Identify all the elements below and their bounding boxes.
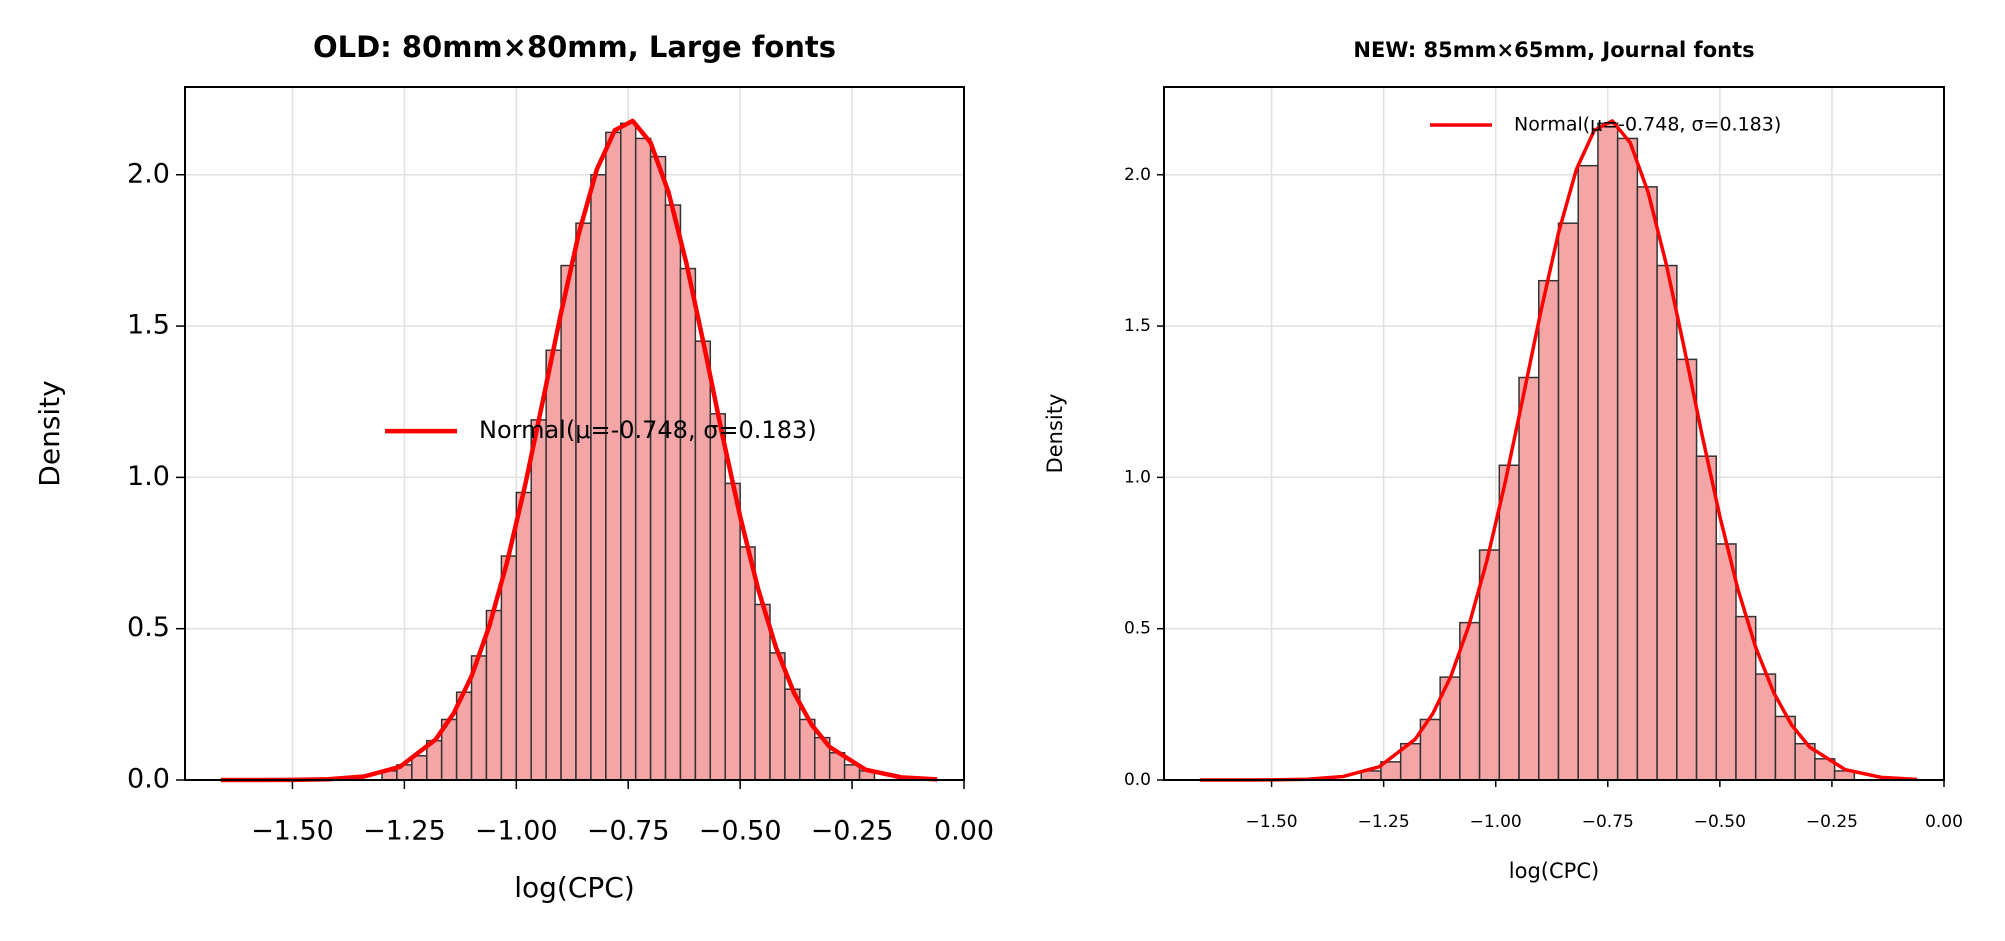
chart-title: OLD: 80mm×80mm, Large fonts xyxy=(313,30,836,64)
bar xyxy=(575,222,592,781)
bar xyxy=(739,546,756,781)
bar xyxy=(411,755,428,781)
bar xyxy=(1498,464,1520,781)
y-tick-label: 0.5 xyxy=(1124,619,1151,639)
bar xyxy=(1577,164,1599,781)
x-tick-label: −0.50 xyxy=(1694,812,1746,832)
chart: −1.50 −1.25 −1.00 −0.75 −0.50 −0.25 0.00 0.0 0.5… xyxy=(1043,38,1963,883)
x-tick-label: 0.00 xyxy=(934,816,994,847)
bar xyxy=(754,603,771,781)
y-tick-label: 0.5 xyxy=(127,612,170,643)
x-tick-label: −0.75 xyxy=(1582,812,1634,832)
x-tick-label: −1.00 xyxy=(475,816,558,847)
bar xyxy=(724,482,741,781)
bar xyxy=(1676,358,1698,781)
bar xyxy=(605,131,622,781)
y-axis-label: Density xyxy=(1043,394,1067,474)
bar xyxy=(1616,137,1639,781)
bar xyxy=(500,555,518,781)
x-tick-label: −1.50 xyxy=(251,816,334,847)
bar xyxy=(619,122,637,781)
y-tick-label: 1.5 xyxy=(1124,316,1151,336)
legend-label: Normal(μ=-0.748, σ=0.183) xyxy=(1514,114,1781,136)
x-tick-label: 0.00 xyxy=(1925,812,1963,832)
bar xyxy=(1695,455,1718,781)
bar xyxy=(1636,186,1658,781)
y-tick-label: 2.0 xyxy=(1124,165,1151,185)
y-tick-label: 1.0 xyxy=(127,461,170,492)
bar xyxy=(590,174,607,781)
normal-curve xyxy=(1199,119,1918,782)
bar xyxy=(694,340,712,781)
bar xyxy=(560,264,577,781)
bar xyxy=(769,652,786,781)
y-tick-label: 0.0 xyxy=(127,764,170,795)
bar xyxy=(1518,376,1540,781)
bar xyxy=(634,137,652,781)
normal-curve xyxy=(220,118,938,783)
y-tick-label: 0.0 xyxy=(1124,770,1151,790)
x-tick-label: −0.25 xyxy=(1806,812,1858,832)
x-tick-label: −1.25 xyxy=(363,816,446,847)
x-tick-label: −1.00 xyxy=(1470,812,1522,832)
bar xyxy=(1656,264,1678,781)
bar xyxy=(664,204,682,781)
bar xyxy=(515,491,532,781)
bar xyxy=(1538,279,1560,781)
y-tick-label: 1.0 xyxy=(1124,467,1151,487)
bar xyxy=(545,349,562,781)
bar xyxy=(1715,543,1737,781)
bar xyxy=(1478,549,1501,781)
y-tick-label: 2.0 xyxy=(127,158,170,189)
legend-label: Normal(μ=-0.748, σ=0.183) xyxy=(479,416,817,444)
y-tick-label: 1.5 xyxy=(127,310,170,341)
x-axis-label: log(CPC) xyxy=(1509,859,1599,883)
x-tick-label: −1.50 xyxy=(1246,812,1298,832)
chart: −1.50 −1.25 −1.00 −0.75 −0.50 −0.25 0.00 0.0 0.5… xyxy=(33,30,994,904)
x-axis-label: log(CPC) xyxy=(514,871,635,904)
x-tick-label: −1.25 xyxy=(1358,812,1410,832)
x-tick-label: −0.75 xyxy=(587,816,670,847)
x-tick-label: −0.50 xyxy=(699,816,782,847)
bar xyxy=(1557,222,1579,781)
bar xyxy=(530,419,547,781)
bar xyxy=(679,267,697,781)
x-tick-label: −0.25 xyxy=(811,816,894,847)
y-axis-label: Density xyxy=(33,380,66,486)
bar xyxy=(649,155,667,781)
plot-frame xyxy=(1163,86,1945,781)
chart-title: NEW: 85mm×65mm, Journal fonts xyxy=(1353,38,1754,62)
bar xyxy=(485,609,503,781)
bar xyxy=(709,413,726,781)
plot-frame xyxy=(184,86,965,781)
bar xyxy=(1597,122,1619,781)
